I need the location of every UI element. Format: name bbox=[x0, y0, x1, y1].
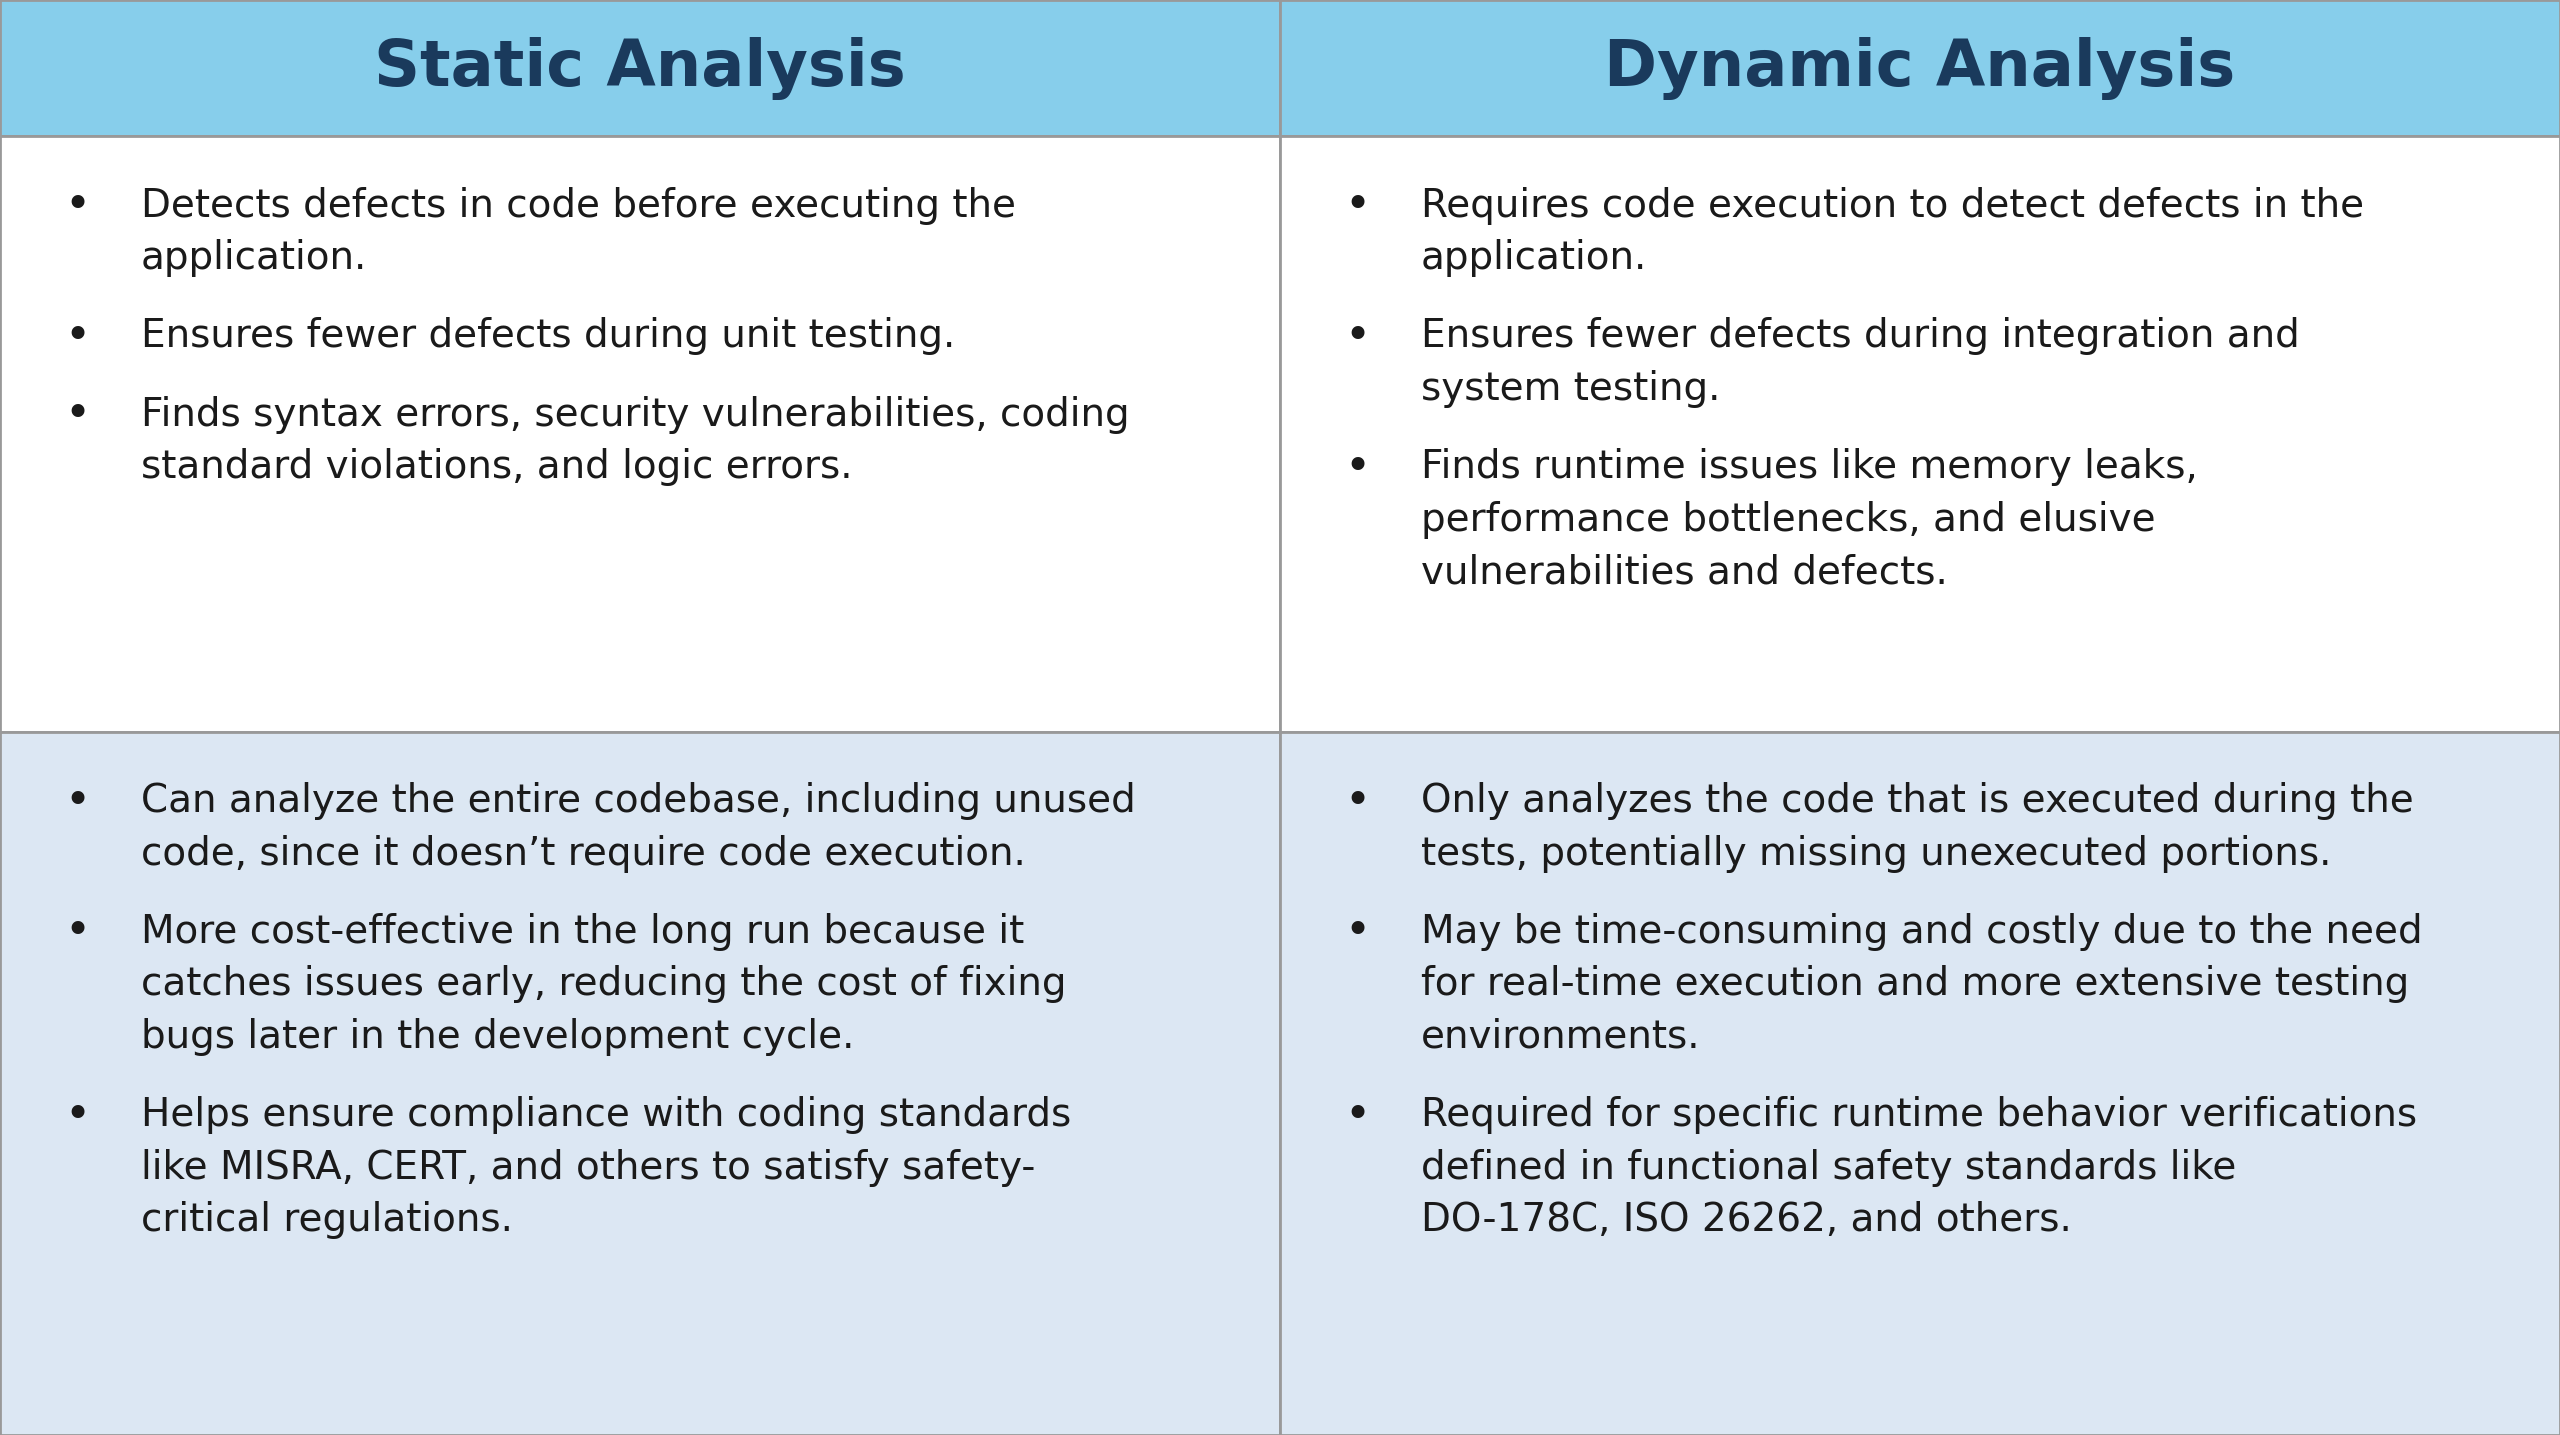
Text: Finds runtime issues like memory leaks,: Finds runtime issues like memory leaks, bbox=[1421, 448, 2196, 486]
Text: Dynamic Analysis: Dynamic Analysis bbox=[1605, 37, 2235, 99]
Text: •: • bbox=[64, 184, 90, 227]
Text: like MISRA, CERT, and others to satisfy safety-: like MISRA, CERT, and others to satisfy … bbox=[141, 1149, 1034, 1187]
Text: Required for specific runtime behavior verifications: Required for specific runtime behavior v… bbox=[1421, 1096, 2417, 1134]
Text: catches issues early, reducing the cost of fixing: catches issues early, reducing the cost … bbox=[141, 966, 1068, 1003]
Text: standard violations, and logic errors.: standard violations, and logic errors. bbox=[141, 448, 852, 486]
Text: for real-time execution and more extensive testing: for real-time execution and more extensi… bbox=[1421, 966, 2409, 1003]
Text: May be time-consuming and costly due to the need: May be time-consuming and costly due to … bbox=[1421, 913, 2422, 951]
Text: environments.: environments. bbox=[1421, 1017, 1700, 1056]
Text: Detects defects in code before executing the: Detects defects in code before executing… bbox=[141, 187, 1016, 225]
Bar bbox=[1280, 0, 2560, 136]
Text: •: • bbox=[64, 314, 90, 357]
Text: •: • bbox=[64, 1093, 90, 1137]
Text: vulnerabilities and defects.: vulnerabilities and defects. bbox=[1421, 554, 1948, 591]
Bar bbox=[0, 136, 1280, 732]
Text: bugs later in the development cycle.: bugs later in the development cycle. bbox=[141, 1017, 855, 1056]
Text: Ensures fewer defects during unit testing.: Ensures fewer defects during unit testin… bbox=[141, 317, 955, 356]
Text: Can analyze the entire codebase, including unused: Can analyze the entire codebase, includi… bbox=[141, 782, 1137, 821]
Text: Static Analysis: Static Analysis bbox=[374, 37, 906, 99]
Text: Helps ensure compliance with coding standards: Helps ensure compliance with coding stan… bbox=[141, 1096, 1070, 1134]
Bar bbox=[1280, 136, 2560, 732]
Text: code, since it doesn’t require code execution.: code, since it doesn’t require code exec… bbox=[141, 835, 1027, 872]
Text: application.: application. bbox=[141, 240, 366, 277]
Text: •: • bbox=[1344, 446, 1370, 489]
Text: Finds syntax errors, security vulnerabilities, coding: Finds syntax errors, security vulnerabil… bbox=[141, 396, 1129, 433]
Text: critical regulations.: critical regulations. bbox=[141, 1201, 512, 1240]
Text: •: • bbox=[64, 779, 90, 822]
Text: Requires code execution to detect defects in the: Requires code execution to detect defect… bbox=[1421, 187, 2363, 225]
Text: Ensures fewer defects during integration and: Ensures fewer defects during integration… bbox=[1421, 317, 2299, 356]
Text: application.: application. bbox=[1421, 240, 1646, 277]
Text: •: • bbox=[64, 393, 90, 436]
Text: •: • bbox=[1344, 779, 1370, 822]
Text: DO-178C, ISO 26262, and others.: DO-178C, ISO 26262, and others. bbox=[1421, 1201, 2071, 1240]
Text: •: • bbox=[1344, 1093, 1370, 1137]
Text: defined in functional safety standards like: defined in functional safety standards l… bbox=[1421, 1149, 2237, 1187]
Bar bbox=[0, 732, 1280, 1435]
Bar bbox=[0, 0, 1280, 136]
Text: •: • bbox=[64, 910, 90, 953]
Text: performance bottlenecks, and elusive: performance bottlenecks, and elusive bbox=[1421, 501, 2156, 538]
Text: More cost-effective in the long run because it: More cost-effective in the long run beca… bbox=[141, 913, 1024, 951]
Text: •: • bbox=[1344, 314, 1370, 357]
Text: system testing.: system testing. bbox=[1421, 370, 1720, 408]
Text: Only analyzes the code that is executed during the: Only analyzes the code that is executed … bbox=[1421, 782, 2414, 821]
Bar bbox=[1280, 732, 2560, 1435]
Text: •: • bbox=[1344, 184, 1370, 227]
Text: •: • bbox=[1344, 910, 1370, 953]
Text: tests, potentially missing unexecuted portions.: tests, potentially missing unexecuted po… bbox=[1421, 835, 2332, 872]
